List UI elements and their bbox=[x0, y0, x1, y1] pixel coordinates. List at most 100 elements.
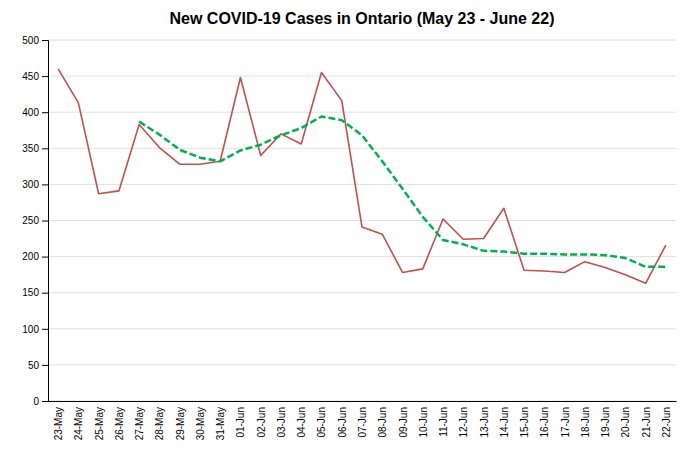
tick-label: 21-Jun bbox=[641, 407, 652, 438]
tick-label: 02-Jun bbox=[256, 407, 267, 438]
x-tick: 21-Jun bbox=[641, 407, 652, 438]
y-tick: 0 bbox=[33, 396, 48, 407]
tick-label: 01-Jun bbox=[235, 407, 246, 438]
tick-mark bbox=[42, 148, 48, 149]
tick-label: 24-May bbox=[73, 407, 84, 440]
x-tick: 17-Jun bbox=[560, 407, 571, 438]
x-tick: 22-Jun bbox=[661, 407, 672, 438]
x-tick: 16-Jun bbox=[539, 407, 550, 438]
tick-label: 450 bbox=[22, 71, 39, 82]
tick-label: 13-Jun bbox=[479, 407, 490, 438]
y-tick: 50 bbox=[28, 360, 48, 371]
x-tick: 31-May bbox=[215, 407, 226, 440]
tick-label: 03-Jun bbox=[276, 407, 287, 438]
tick-mark bbox=[42, 293, 48, 294]
y-tick: 350 bbox=[22, 143, 48, 154]
tick-mark bbox=[42, 221, 48, 222]
x-tick: 01-Jun bbox=[235, 407, 246, 438]
y-tick: 500 bbox=[22, 35, 48, 46]
grid-line bbox=[48, 40, 676, 41]
y-tick: 200 bbox=[22, 251, 48, 262]
grid bbox=[48, 40, 676, 401]
tick-label: 04-Jun bbox=[296, 407, 307, 438]
tick-label: 29-May bbox=[175, 407, 186, 440]
x-tick: 06-Jun bbox=[337, 407, 348, 438]
series-line bbox=[139, 117, 666, 267]
grid-line bbox=[48, 184, 676, 185]
x-tick: 18-Jun bbox=[580, 407, 591, 438]
tick-label: 17-Jun bbox=[560, 407, 571, 438]
tick-label: 150 bbox=[22, 287, 39, 298]
tick-label: 500 bbox=[22, 35, 39, 46]
tick-label: 250 bbox=[22, 215, 39, 226]
tick-label: 05-Jun bbox=[316, 407, 327, 438]
tick-label: 11-Jun bbox=[438, 407, 449, 437]
grid-line bbox=[48, 401, 676, 402]
tick-mark bbox=[42, 112, 48, 113]
x-tick: 02-Jun bbox=[256, 407, 267, 438]
series-line bbox=[58, 69, 666, 283]
x-tick: 24-May bbox=[73, 407, 84, 440]
y-tick: 150 bbox=[22, 287, 48, 298]
tick-label: 09-Jun bbox=[398, 407, 409, 438]
x-tick: 26-May bbox=[114, 407, 125, 440]
tick-label: 26-May bbox=[114, 407, 125, 440]
tick-mark bbox=[42, 76, 48, 77]
y-tick: 400 bbox=[22, 107, 48, 118]
tick-mark bbox=[42, 40, 48, 41]
tick-label: 50 bbox=[28, 360, 40, 371]
tick-label: 0 bbox=[33, 396, 39, 407]
title: New COVID-19 Cases in Ontario (May 23 - … bbox=[169, 10, 554, 27]
x-tick: 12-Jun bbox=[458, 407, 469, 438]
tick-mark bbox=[42, 257, 48, 258]
x-tick: 25-May bbox=[94, 407, 105, 440]
axis-line bbox=[49, 401, 677, 402]
tick-label: 20-Jun bbox=[620, 407, 631, 438]
x-tick: 04-Jun bbox=[296, 407, 307, 438]
tick-label: 200 bbox=[22, 251, 39, 262]
x-tick: 15-Jun bbox=[519, 407, 530, 438]
y-tick: 450 bbox=[22, 71, 48, 82]
grid-line bbox=[48, 220, 676, 221]
x-tick: 14-Jun bbox=[499, 407, 510, 438]
tick-label: 31-May bbox=[215, 407, 226, 440]
tick-mark bbox=[42, 401, 48, 402]
tick-label: 23-May bbox=[53, 407, 64, 440]
tick-label: 10-Jun bbox=[418, 407, 429, 438]
tick-label: 12-Jun bbox=[458, 407, 469, 438]
grid-line bbox=[48, 256, 676, 257]
y-tick: 300 bbox=[22, 179, 48, 190]
tick-label: 22-Jun bbox=[661, 407, 672, 438]
x-tick: 30-May bbox=[195, 407, 206, 440]
chart: 0 50 100 150 200 250 300 350 400 450 500 23-May 24-M… bbox=[0, 0, 696, 463]
axis-line bbox=[42, 41, 49, 402]
tick-label: 16-Jun bbox=[539, 407, 550, 438]
y-axis: 0 50 100 150 200 250 300 350 400 450 500 bbox=[22, 35, 48, 407]
grid-line bbox=[48, 148, 676, 149]
x-tick: 19-Jun bbox=[600, 407, 611, 438]
x-tick: 20-Jun bbox=[620, 407, 631, 438]
grid-line bbox=[48, 328, 676, 329]
tick-label: 25-May bbox=[94, 407, 105, 440]
x-tick: 08-Jun bbox=[377, 407, 388, 438]
x-tick: 03-Jun bbox=[276, 407, 287, 438]
y-tick: 250 bbox=[22, 215, 48, 226]
grid-line bbox=[48, 112, 676, 113]
tick-label: 300 bbox=[22, 179, 39, 190]
x-axis: 23-May24-May25-May26-May27-May28-May29-M… bbox=[49, 402, 677, 441]
tick-label: 14-Jun bbox=[499, 407, 510, 438]
grid-line bbox=[48, 292, 676, 293]
tick-label: 07-Jun bbox=[357, 407, 368, 438]
tick-label: 30-May bbox=[195, 407, 206, 440]
tick-label: 400 bbox=[22, 107, 39, 118]
tick-mark bbox=[42, 329, 48, 330]
tick-label: 06-Jun bbox=[337, 407, 348, 438]
tick-label: 100 bbox=[22, 324, 39, 335]
x-tick: 05-Jun bbox=[316, 407, 327, 438]
tick-label: 18-Jun bbox=[580, 407, 591, 438]
lines bbox=[58, 69, 666, 283]
tick-label: 27-May bbox=[134, 407, 145, 440]
x-tick: 09-Jun bbox=[398, 407, 409, 438]
tick-label: 19-Jun bbox=[600, 407, 611, 438]
grid-line bbox=[48, 364, 676, 365]
